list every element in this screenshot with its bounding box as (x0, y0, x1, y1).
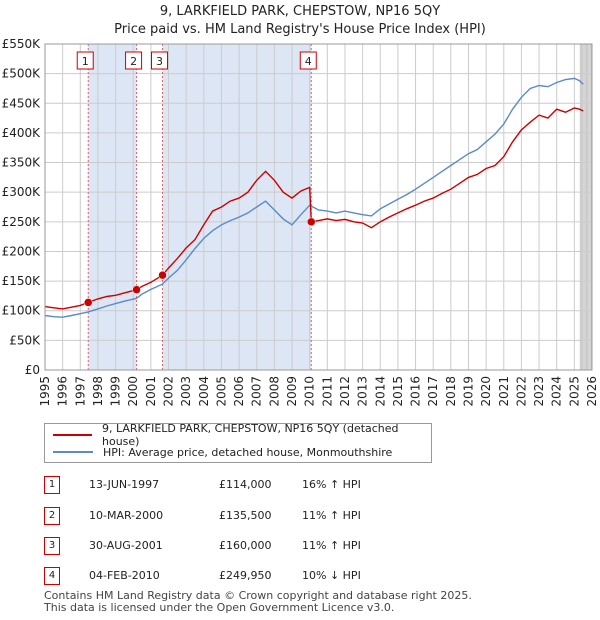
chart-subtitle: Price paid vs. HM Land Registry's House … (114, 22, 486, 37)
x-tick-label: 1997 (73, 376, 87, 407)
transaction-badge: 4 (44, 567, 60, 585)
transaction-price: £135,500 (219, 509, 272, 522)
x-tick-label: 2025 (567, 376, 581, 407)
footer-copyright: Contains HM Land Registry data © Crown c… (44, 589, 472, 602)
x-tick-label: 2017 (426, 376, 440, 407)
transaction-row: 1 13-JUN-1997 £114,000 16% ↑ HPI (44, 475, 464, 495)
y-tick-label: £500K (2, 67, 42, 81)
sale-label: 2 (130, 55, 137, 68)
transaction-price: £249,950 (219, 569, 272, 582)
shaded-period (88, 44, 137, 370)
x-tick-label: 2003 (179, 376, 193, 407)
transaction-price: £160,000 (219, 539, 272, 552)
x-tick-label: 1996 (56, 376, 70, 407)
y-tick-label: £350K (2, 156, 42, 170)
y-tick-label: £100K (2, 304, 42, 318)
transaction-hpi: 11% ↑ HPI (302, 509, 361, 522)
plot-border (44, 43, 593, 371)
sale-label-box (299, 51, 317, 70)
x-tick-label: 2007 (250, 376, 264, 407)
x-tick-label: 2015 (391, 376, 405, 407)
legend-swatch-hpi (53, 451, 93, 453)
x-tick-label: 2008 (267, 376, 281, 407)
sale-label: 1 (82, 55, 89, 68)
transaction-date: 13-JUN-1997 (89, 478, 160, 491)
x-tick-label: 2021 (497, 376, 511, 407)
sale-point (83, 298, 93, 307)
x-tick-label: 2001 (144, 376, 158, 407)
transaction-price: £114,000 (219, 478, 272, 491)
sale-label-box (151, 51, 169, 70)
sale-point (307, 217, 316, 227)
x-tick-label: 2002 (162, 376, 176, 407)
y-tick-label: £550K (2, 37, 42, 51)
x-tick-label: 2006 (232, 376, 246, 407)
x-tick-label: 2011 (320, 376, 334, 407)
x-tick-label: 2024 (550, 376, 564, 407)
sale-point (158, 270, 167, 280)
x-tick-label: 2018 (444, 376, 458, 407)
transaction-badge: 2 (44, 507, 60, 525)
x-tick-label: 2020 (479, 376, 493, 407)
y-tick-label: £50K (9, 333, 41, 347)
transaction-row: 4 04-FEB-2010 £249,950 10% ↓ HPI (44, 566, 464, 586)
x-tick-label: 2004 (197, 376, 211, 407)
transaction-date: 10-MAR-2000 (89, 509, 164, 522)
legend-swatch-property (53, 434, 92, 436)
series-line (44, 77, 584, 318)
legend: 9, LARKFIELD PARK, CHEPSTOW, NP16 5QY (d… (44, 422, 432, 463)
x-tick-label: 2023 (532, 376, 546, 407)
x-tick-label: 2014 (373, 376, 387, 407)
x-tick-label: 2013 (356, 376, 370, 407)
legend-label-property: 9, LARKFIELD PARK, CHEPSTOW, NP16 5QY (d… (102, 422, 399, 448)
transaction-hpi: 11% ↑ HPI (302, 539, 361, 552)
chart-title: 9, LARKFIELD PARK, CHEPSTOW, NP16 5QY (159, 4, 441, 19)
transaction-badge: 1 (44, 476, 60, 494)
x-tick-label: 1995 (38, 376, 52, 407)
y-tick-label: £400K (2, 126, 42, 140)
legend-item-property: 9, LARKFIELD PARK, CHEPSTOW, NP16 5QY (d… (53, 422, 431, 448)
transaction-hpi: 16% ↑ HPI (302, 478, 361, 491)
x-tick-label: 2026 (585, 376, 599, 407)
x-tick-label: 2000 (126, 376, 140, 407)
sale-label: 4 (305, 55, 312, 68)
sale-label-box (76, 51, 94, 70)
x-tick-label: 2016 (409, 376, 423, 407)
x-tick-label: 2005 (214, 376, 228, 407)
x-tick-label: 2019 (461, 376, 475, 407)
transaction-badge: 3 (44, 537, 60, 555)
footer: Contains HM Land Registry data © Crown c… (44, 590, 472, 614)
x-tick-label: 1999 (109, 376, 123, 407)
transaction-date: 30-AUG-2001 (89, 539, 163, 552)
legend-label-hpi: HPI: Average price, detached house, Monm… (103, 445, 393, 459)
footer-licence: This data is licensed under the Open Gov… (44, 601, 395, 614)
x-tick-label: 2010 (303, 376, 317, 407)
sale-label-box (125, 51, 143, 70)
x-tick-label: 2009 (285, 376, 299, 407)
transaction-hpi: 10% ↓ HPI (302, 569, 361, 582)
transaction-row: 3 30-AUG-2001 £160,000 11% ↑ HPI (44, 536, 464, 556)
legend-item-hpi: HPI: Average price, detached house, Monm… (53, 444, 392, 460)
transaction-row: 2 10-MAR-2000 £135,500 11% ↑ HPI (44, 506, 464, 526)
x-tick-label: 1998 (91, 376, 105, 407)
y-tick-label: £200K (2, 244, 42, 258)
shaded-period (162, 44, 312, 370)
y-tick-label: £300K (2, 185, 42, 199)
y-tick-label: £0 (25, 363, 40, 377)
price-chart: £0 £50K £100K £150K £200K £250K £300K £350K £400… (2, 37, 599, 407)
sale-label: 3 (156, 55, 163, 68)
x-tick-label: 2012 (338, 376, 352, 407)
y-tick-label: £150K (2, 274, 42, 288)
sale-point (132, 285, 141, 294)
y-tick-label: £450K (2, 96, 42, 110)
y-tick-label: £250K (2, 215, 42, 229)
x-tick-label: 2022 (514, 376, 528, 407)
transaction-date: 04-FEB-2010 (89, 569, 160, 582)
